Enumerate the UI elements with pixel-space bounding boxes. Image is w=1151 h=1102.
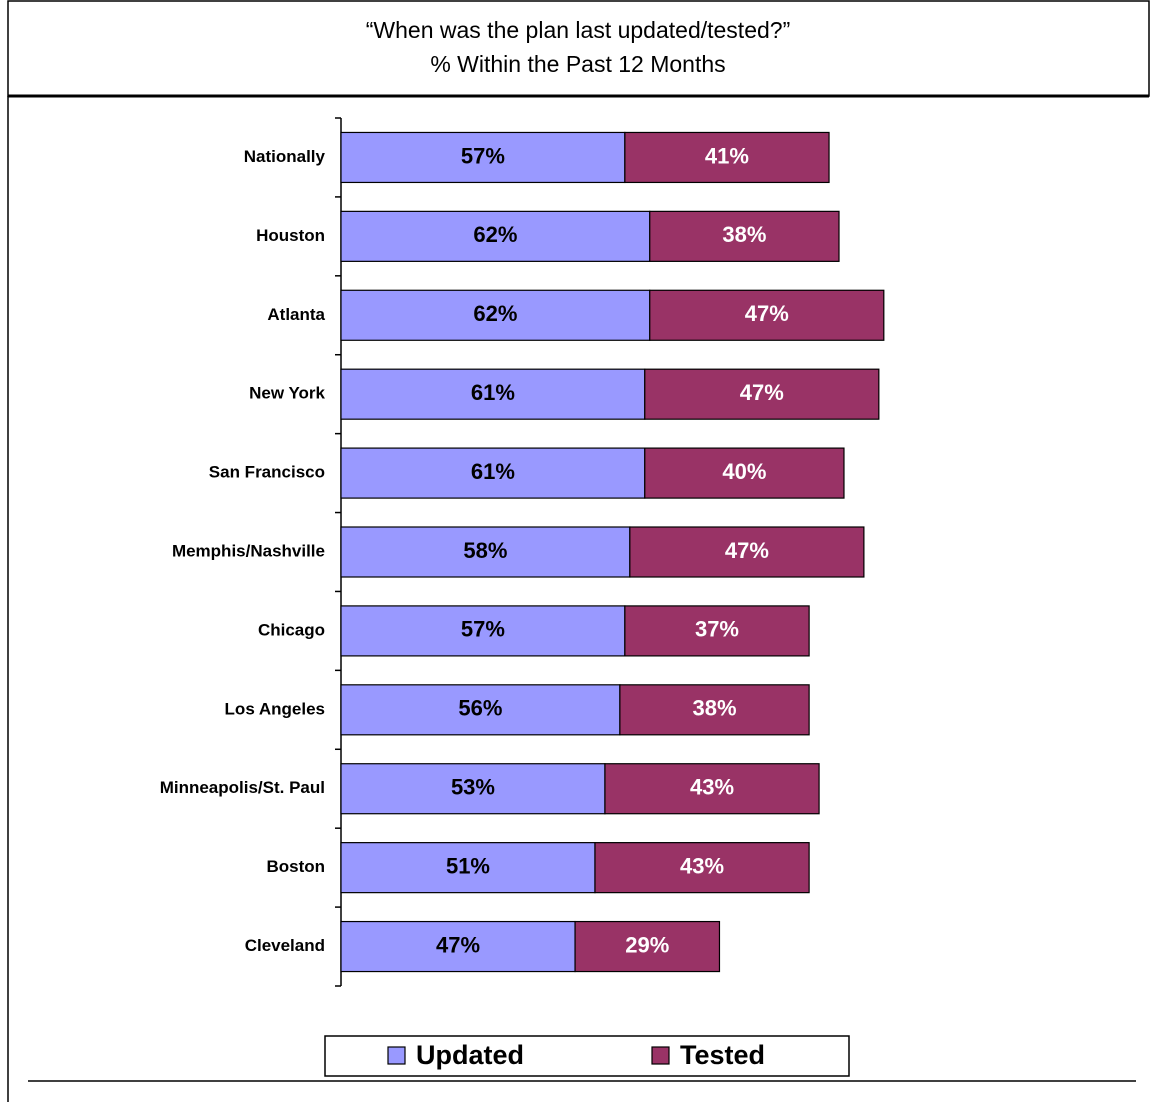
bar-segment: [340, 368, 646, 420]
category-label: Houston: [256, 226, 325, 245]
bar-segment: [340, 763, 606, 815]
bar-segment: [340, 131, 626, 184]
bar-segment: [340, 526, 631, 578]
bar-segment: [629, 526, 865, 578]
bar-segment: [340, 289, 651, 341]
value-label: 57%: [461, 617, 505, 642]
value-label: 40%: [722, 459, 766, 484]
bar-segment: [340, 684, 621, 736]
legend-label: Updated: [416, 1040, 524, 1070]
value-label: 41%: [705, 143, 749, 168]
value-label: 58%: [463, 538, 507, 563]
category-label: Minneapolis/St. Paul: [160, 778, 325, 797]
category-label: Nationally: [244, 147, 326, 166]
bar-segment: [644, 447, 845, 499]
value-label: 62%: [473, 222, 517, 247]
category-label: Atlanta: [267, 305, 325, 324]
bar-segment: [649, 210, 840, 262]
value-label: 43%: [680, 853, 724, 878]
category-label: New York: [249, 384, 325, 403]
value-label: 57%: [461, 143, 505, 168]
value-label: 47%: [745, 301, 789, 326]
bar-segment: [619, 684, 810, 736]
value-label: 53%: [451, 775, 495, 800]
value-label: 61%: [471, 459, 515, 484]
legend-swatch: [387, 1046, 406, 1065]
value-label: 29%: [625, 932, 669, 957]
legend-box: [324, 1035, 850, 1077]
chart-title: “When was the plan last updated/tested?”: [366, 17, 790, 43]
bar-segment: [624, 131, 830, 184]
value-label: 43%: [690, 775, 734, 800]
value-label: 38%: [722, 222, 766, 247]
bar-segment: [649, 289, 885, 341]
bar-segment: [340, 842, 596, 894]
value-label: 56%: [458, 696, 502, 721]
bar-segment: [340, 605, 626, 657]
title-box: [7, 0, 1150, 97]
category-label: Boston: [266, 857, 325, 876]
category-label: Chicago: [258, 620, 325, 639]
value-label: 47%: [436, 932, 480, 957]
bar-segment: [624, 605, 810, 657]
legend-swatch: [651, 1046, 670, 1065]
value-label: 37%: [695, 617, 739, 642]
bar-segment: [574, 920, 721, 973]
value-label: 62%: [473, 301, 517, 326]
value-label: 61%: [471, 380, 515, 405]
value-label: 51%: [446, 853, 490, 878]
bar-segment: [340, 447, 646, 499]
bar-segment: [604, 763, 820, 815]
bar-segment: [644, 368, 880, 420]
bar-segment: [340, 210, 651, 262]
value-label: 38%: [692, 696, 736, 721]
legend-label: Tested: [680, 1040, 765, 1070]
value-label: 47%: [740, 380, 784, 405]
value-label: 47%: [725, 538, 769, 563]
bar-segment: [340, 920, 576, 973]
category-label: San Francisco: [209, 463, 325, 482]
bar-segment: [594, 842, 810, 894]
chart-subtitle: % Within the Past 12 Months: [430, 51, 725, 77]
category-label: Los Angeles: [225, 699, 325, 718]
category-label: Memphis/Nashville: [172, 541, 325, 560]
category-label: Cleveland: [245, 936, 325, 955]
